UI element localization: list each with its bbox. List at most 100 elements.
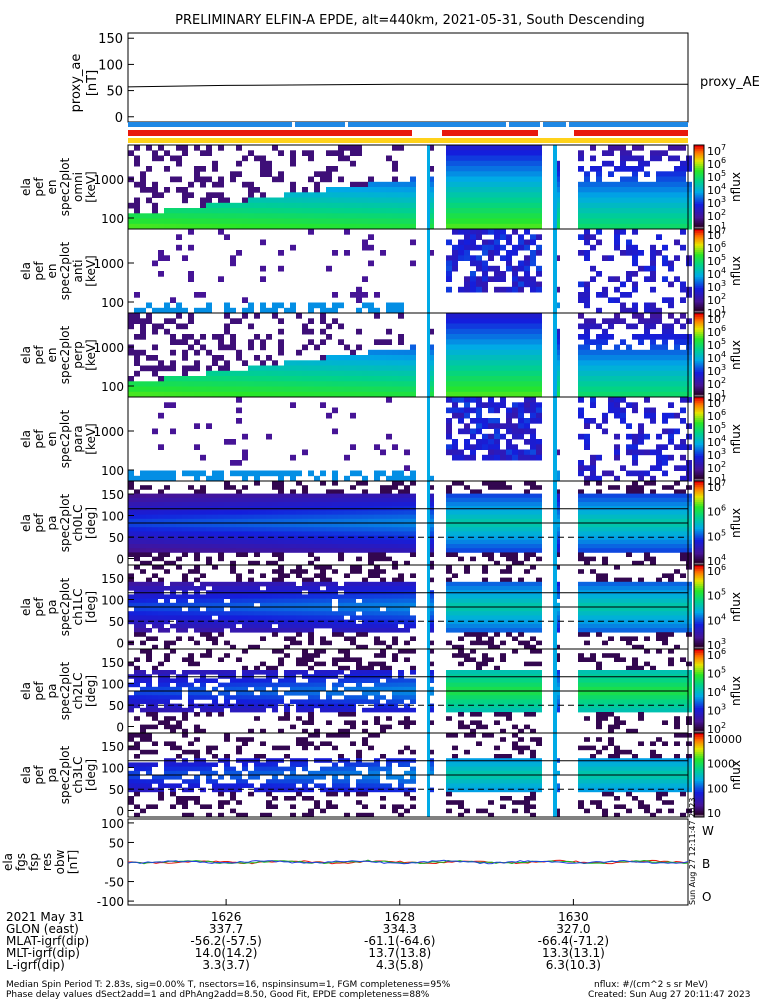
heatmap-cell: [200, 623, 206, 629]
heatmap-cell: [590, 376, 596, 382]
heatmap-cell: [320, 192, 326, 198]
heatmap-cell: [338, 602, 344, 608]
heatmap-cell: [350, 586, 356, 591]
colorbar-swatch: [694, 508, 704, 511]
heatmap-cell: [200, 531, 206, 536]
heatmap-cell: [146, 470, 152, 477]
heatmap-cell: [176, 598, 182, 604]
colorbar-swatch: [694, 357, 704, 360]
heatmap-cell: [182, 192, 188, 198]
heatmap-cell: [326, 535, 332, 541]
heatmap-cell: [308, 192, 314, 198]
heatmap-cell: [374, 386, 380, 393]
heatmap-cell: [338, 355, 344, 361]
heatmap-cell: [404, 497, 410, 503]
heatmap-cell: [140, 527, 146, 532]
heatmap-cell: [680, 489, 686, 494]
heatmap-cell: [452, 223, 458, 230]
heatmap-cell: [638, 213, 644, 219]
colorbar-swatch: [694, 518, 704, 522]
heatmap-cell: [236, 489, 242, 494]
heatmap-cell: [470, 449, 476, 456]
heatmap-cell: [356, 539, 362, 545]
heatmap-cell: [524, 518, 530, 524]
heatmap-cell: [380, 355, 386, 361]
heatmap-cell: [482, 518, 488, 524]
heatmap-cell: [266, 581, 272, 587]
heatmap-cell: [152, 514, 158, 520]
heatmap-cell: [356, 208, 362, 214]
heatmap-cell: [182, 386, 188, 393]
heatmap-cell: [146, 560, 152, 566]
heatmap-cell: [470, 171, 476, 177]
heatmap-cell: [500, 145, 506, 151]
heatmap-cell: [158, 518, 164, 524]
heatmap-cell: [482, 355, 488, 361]
heatmap-cell: [398, 208, 404, 214]
heatmap-cell: [314, 208, 320, 214]
heatmap-cell: [170, 560, 176, 566]
heatmap-cell: [248, 192, 254, 198]
heatmap-cell: [302, 527, 308, 532]
heatmap-cell: [530, 260, 536, 267]
heatmap-cell: [308, 527, 314, 532]
heatmap-cell: [524, 160, 530, 167]
heatmap-cell: [656, 433, 662, 440]
heatmap-cell: [524, 155, 530, 162]
heatmap-cell: [344, 365, 350, 372]
heatmap-cell: [146, 145, 152, 151]
heatmap-cell: [128, 573, 134, 578]
heatmap-cell: [140, 485, 146, 490]
heatmap-cell: [146, 302, 152, 309]
heatmap-cell: [686, 365, 692, 372]
heatmap-cell: [224, 619, 230, 625]
heatmap-cell: [644, 556, 650, 562]
heatmap-cell: [350, 381, 356, 387]
colorbar-swatch: [694, 382, 704, 385]
heatmap-cell: [452, 531, 458, 536]
heatmap-cell: [668, 260, 674, 267]
heatmap-cell: [584, 181, 590, 188]
heatmap-cell: [260, 544, 266, 549]
heatmap-cell: [290, 197, 296, 204]
heatmap-cell: [602, 286, 608, 293]
heatmap-cell: [236, 470, 242, 477]
heatmap-cell: [398, 475, 404, 482]
heatmap-cell: [488, 381, 494, 387]
heatmap-cell: [410, 181, 416, 188]
colorbar-swatch: [694, 439, 704, 442]
heatmap-cell: [332, 569, 338, 574]
heatmap-cell: [428, 518, 434, 524]
heatmap-cell: [266, 527, 272, 532]
heatmap-cell: [140, 470, 146, 477]
colorbar-label: nflux: [729, 508, 743, 538]
heatmap-cell: [236, 531, 242, 536]
heatmap-cell: [650, 181, 656, 188]
heatmap-cell: [464, 376, 470, 382]
heatmap-cell: [470, 531, 476, 536]
heatmap-cell: [152, 223, 158, 230]
heatmap-cell: [404, 370, 410, 377]
heatmap-cell: [650, 531, 656, 536]
heatmap-cell: [386, 502, 392, 507]
heatmap-cell: [386, 208, 392, 214]
heatmap-cell: [344, 475, 350, 482]
heatmap-cell: [188, 602, 194, 608]
heatmap-cell: [356, 218, 362, 225]
heatmap-cell: [182, 611, 188, 616]
heatmap-cell: [326, 565, 332, 570]
heatmap-cell: [512, 281, 518, 288]
heatmap-cell: [458, 556, 464, 562]
heatmap-cell: [614, 276, 620, 282]
heatmap-cell: [374, 475, 380, 482]
heatmap-cell: [218, 229, 224, 235]
colorbar-swatch: [694, 254, 704, 257]
colorbar-swatch: [694, 432, 704, 436]
heatmap-cell: [518, 510, 524, 515]
heatmap-cell: [224, 518, 230, 524]
heatmap-cell: [494, 439, 500, 445]
heatmap-cell: [164, 328, 170, 335]
heatmap-cell: [380, 602, 386, 608]
heatmap-cell: [260, 502, 266, 507]
heatmap-cell: [170, 381, 176, 387]
